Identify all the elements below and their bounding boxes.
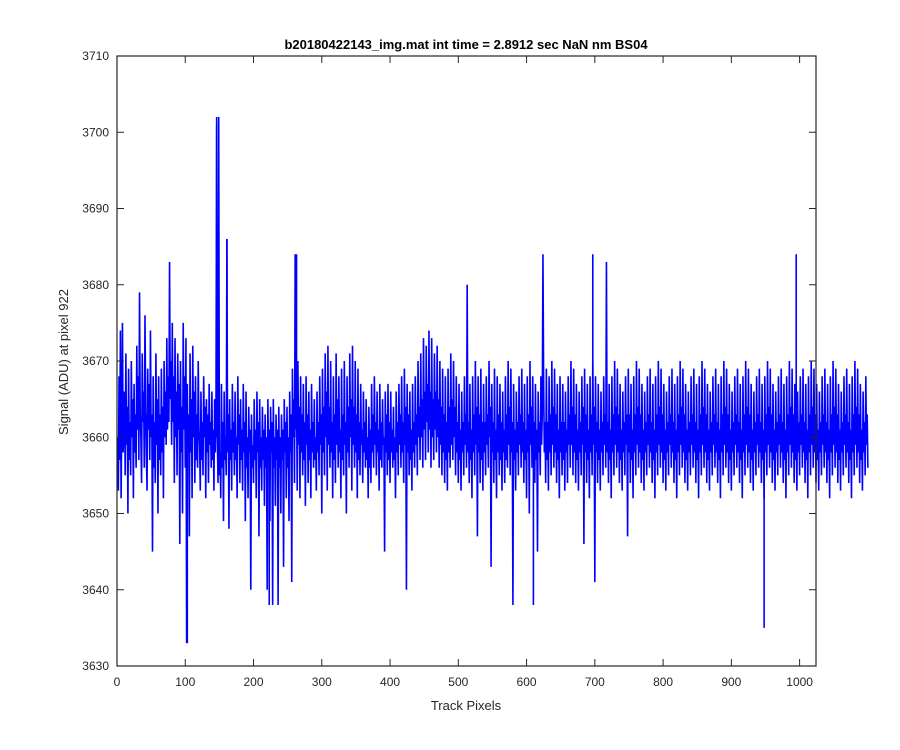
x-tick-label-1: 100 [175, 675, 195, 689]
x-tick-label-9: 900 [721, 675, 741, 689]
series-line-0 [116, 116, 869, 644]
y-axis-label: Signal (ADU) at pixel 922 [56, 289, 71, 435]
x-tick-label-6: 600 [517, 675, 537, 689]
y-tick-label-6: 3690 [82, 202, 109, 216]
x-axis-label: Track Pixels [431, 698, 502, 713]
y-tick-label-7: 3700 [82, 125, 109, 139]
x-tick-label-3: 300 [312, 675, 332, 689]
x-tick-label-4: 400 [380, 675, 400, 689]
x-tick-label-0: 0 [114, 675, 121, 689]
y-tick-label-2: 3650 [82, 507, 109, 521]
x-tick-label-10: 1000 [786, 675, 813, 689]
chart-title: b20180422143_img.mat int time = 2.8912 s… [284, 37, 648, 52]
x-tick-label-8: 800 [653, 675, 673, 689]
y-tick-label-8: 3710 [82, 49, 109, 63]
y-tick-label-1: 3640 [82, 583, 109, 597]
x-tick-label-7: 700 [585, 675, 605, 689]
y-tick-label-4: 3670 [82, 354, 109, 368]
y-tick-label-3: 3660 [82, 430, 109, 444]
y-tick-label-0: 3630 [82, 659, 109, 673]
y-tick-label-5: 3680 [82, 278, 109, 292]
x-tick-label-5: 500 [448, 675, 468, 689]
x-tick-label-2: 200 [244, 675, 264, 689]
plot-area: 0 100 200 300 400 500 600 700 800 900 1000 3630 3640… [82, 49, 869, 689]
